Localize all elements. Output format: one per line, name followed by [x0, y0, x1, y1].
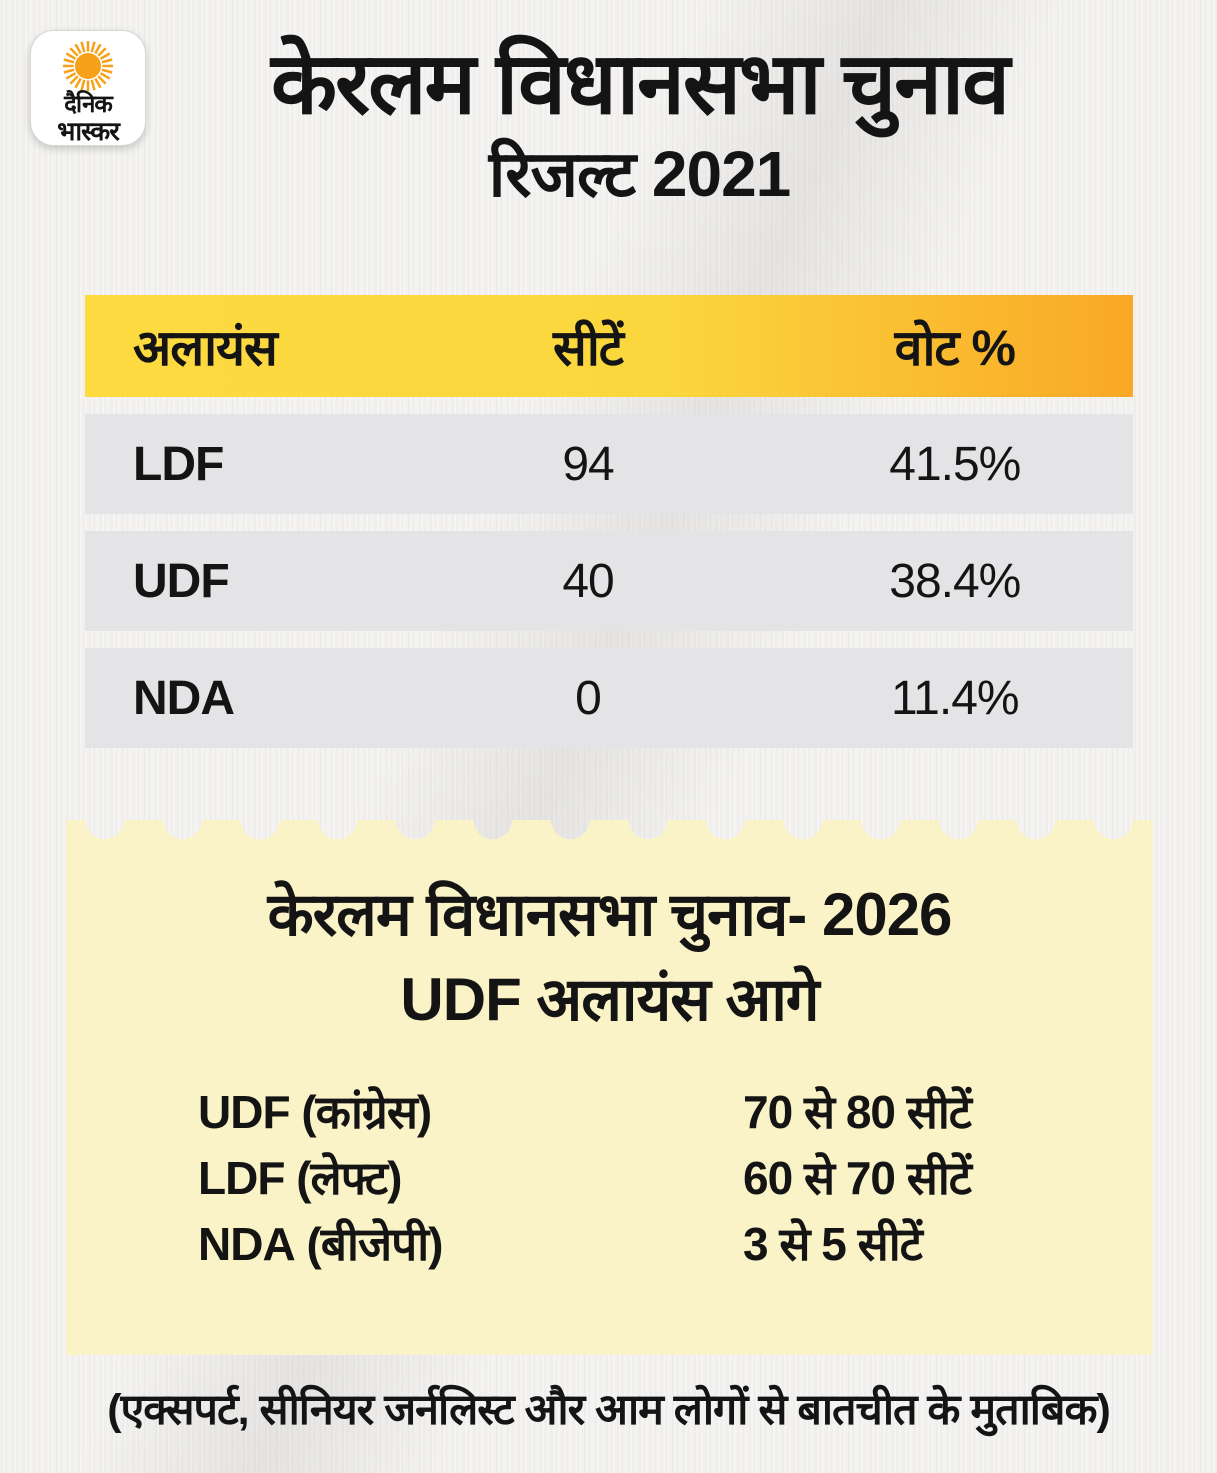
prediction-row-udf: UDF (कांग्रेस) 70 से 80 सीटें: [66, 1079, 1153, 1145]
prediction-row-nda: NDA (बीजेपी) 3 से 5 सीटें: [66, 1211, 1153, 1277]
column-header-vote-pct: वोट %: [894, 320, 1016, 376]
prediction-seats: 3 से 5 सीटें: [743, 1218, 923, 1270]
column-header-alliance: अलायंस: [133, 320, 278, 376]
vote-pct-cell: 38.4%: [889, 554, 1021, 608]
logo-text-line1: दैनिक: [64, 91, 113, 118]
prediction-party-label: LDF (लेफ्ट): [198, 1145, 743, 1211]
table-row-ldf: LDF 94 41.5%: [85, 414, 1133, 514]
prediction-body: केरलम विधानसभा चुनाव- 2026 UDF अलायंस आग…: [66, 842, 1153, 1355]
source-footnote: (एक्सपर्ट, सीनियर जर्नलिस्ट और आम लोगों …: [107, 1386, 1111, 1434]
party-note: (कांग्रेस): [289, 1086, 432, 1138]
prediction-party-label: NDA (बीजेपी): [198, 1211, 743, 1277]
prediction-list: UDF (कांग्रेस) 70 से 80 सीटें LDF (लेफ्ट…: [66, 1079, 1153, 1277]
page-title: केरलम विधानसभा चुनाव रिजल्ट 2021: [62, 34, 1217, 210]
table-row-udf: UDF 40 38.4%: [85, 531, 1133, 631]
alliance-cell: UDF: [133, 554, 230, 608]
party-code: LDF: [198, 1152, 285, 1204]
sun-icon: [62, 40, 114, 92]
logo-wordmark: दैनिक भास्कर: [31, 91, 145, 146]
party-note: (लेफ्ट): [284, 1152, 402, 1204]
prediction-row-ldf: LDF (लेफ्ट) 60 से 70 सीटें: [66, 1145, 1153, 1211]
party-code: UDF: [198, 1086, 291, 1138]
party-code: NDA: [198, 1218, 296, 1270]
seats-cell: 40: [562, 554, 614, 608]
seats-cell: 94: [562, 437, 614, 491]
scalloped-edge: [66, 820, 1153, 842]
column-header-seats: सीटें: [553, 320, 624, 376]
results-table-header: अलायंस सीटें वोट %: [85, 295, 1133, 397]
vote-pct-cell: 11.4%: [891, 671, 1020, 725]
party-note: (बीजेपी): [294, 1218, 443, 1270]
prediction-box-2026: केरलम विधानसभा चुनाव- 2026 UDF अलायंस आग…: [66, 820, 1153, 1355]
results-table-2021: अलायंस सीटें वोट % LDF 94 41.5% UDF 40 3…: [85, 295, 1133, 748]
page-title-line2: रिजल्ट 2021: [488, 138, 792, 211]
prediction-title-line2: UDF अलायंस आगे: [400, 966, 819, 1033]
seats-cell: 0: [575, 671, 602, 725]
prediction-title-line1: केरलम विधानसभा चुनाव- 2026: [267, 881, 953, 948]
prediction-seats: 70 से 80 सीटें: [743, 1086, 972, 1138]
dainik-bhaskar-logo: दैनिक भास्कर: [30, 30, 146, 146]
page-title-line1: केरलम विधानसभा चुनाव: [270, 36, 1010, 132]
alliance-cell: LDF: [133, 437, 224, 491]
logo-text-line2: भास्कर: [57, 116, 120, 146]
prediction-seats: 60 से 70 सीटें: [743, 1152, 972, 1204]
prediction-party-label: UDF (कांग्रेस): [198, 1079, 743, 1145]
vote-pct-cell: 41.5%: [889, 437, 1021, 491]
alliance-cell: NDA: [133, 671, 235, 725]
table-row-nda: NDA 0 11.4%: [85, 648, 1133, 748]
